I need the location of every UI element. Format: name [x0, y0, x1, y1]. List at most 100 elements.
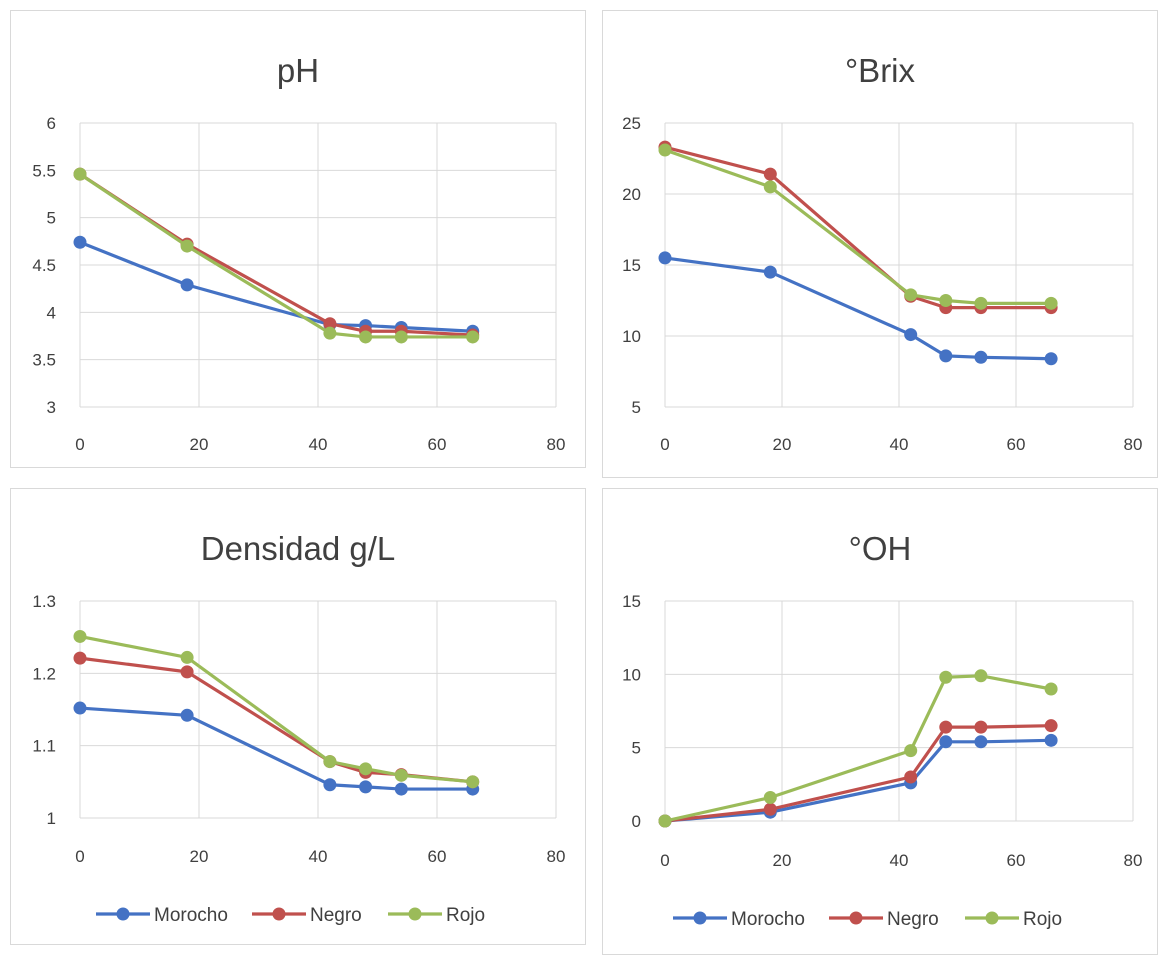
chart-title: Densidad g/L [201, 530, 395, 567]
data-point-negro [1044, 719, 1058, 733]
data-point-rojo [763, 791, 777, 805]
legend-marker-rojo [408, 907, 422, 921]
data-point-morocho [763, 265, 777, 279]
data-point-negro [763, 167, 777, 181]
y-tick-label: 20 [622, 185, 641, 204]
data-point-rojo [323, 326, 337, 340]
data-point-morocho [974, 350, 988, 364]
y-tick-label: 4 [47, 303, 56, 322]
data-point-negro [939, 720, 953, 734]
data-point-morocho [939, 349, 953, 363]
data-point-negro [904, 770, 918, 784]
data-point-rojo [1044, 682, 1058, 696]
data-point-rojo [658, 814, 672, 828]
legend-marker-rojo [985, 911, 999, 925]
chart-panel-frame [10, 488, 586, 945]
y-tick-label: 10 [622, 665, 641, 684]
legend-label-morocho: Morocho [154, 905, 228, 926]
x-tick-label: 60 [428, 435, 447, 454]
x-tick-label: 20 [773, 435, 792, 454]
x-tick-label: 40 [309, 435, 328, 454]
x-tick-label: 0 [75, 847, 84, 866]
chart-1: °Brix 5 10 15 20 25 0 20 40 60 80 [602, 10, 1158, 478]
x-tick-label: 40 [309, 847, 328, 866]
data-point-rojo [904, 288, 918, 302]
data-point-rojo [73, 629, 87, 643]
data-point-rojo [974, 296, 988, 310]
data-point-rojo [904, 744, 918, 758]
data-point-morocho [180, 278, 194, 292]
series-line-morocho [664, 738, 1052, 823]
series-line-morocho [79, 240, 473, 333]
chart-2: Densidad g/L 1 1.1 1.2 1.3 0 20 40 60 80 Morocho Ne… [10, 488, 586, 945]
y-tick-label: 25 [622, 114, 641, 133]
data-point-negro [323, 317, 337, 331]
x-tick-label: 60 [1007, 435, 1026, 454]
x-tick-label: 20 [773, 851, 792, 870]
chart-panel-frame [602, 10, 1158, 478]
legend-marker-negro [272, 907, 286, 921]
series-line-rojo [664, 674, 1052, 823]
y-tick-label: 15 [622, 256, 641, 275]
data-point-morocho [974, 735, 988, 749]
x-tick-label: 80 [1124, 851, 1143, 870]
legend-marker-negro [849, 911, 863, 925]
y-tick-label: 3.5 [32, 351, 56, 370]
data-point-morocho [323, 778, 337, 792]
y-tick-label: 4.5 [32, 256, 56, 275]
x-tick-label: 60 [1007, 851, 1026, 870]
y-tick-label: 15 [622, 592, 641, 611]
data-point-negro [73, 651, 87, 665]
series-line-rojo [79, 634, 473, 784]
data-point-rojo [466, 330, 480, 344]
data-point-rojo [359, 762, 373, 776]
x-tick-label: 20 [190, 847, 209, 866]
x-tick-label: 20 [190, 435, 209, 454]
chart-title: pH [277, 52, 319, 89]
data-point-rojo [73, 167, 87, 181]
y-tick-label: 5.5 [32, 161, 56, 180]
legend-label-rojo: Rojo [1023, 909, 1062, 930]
data-point-negro [180, 665, 194, 679]
data-point-negro [763, 802, 777, 816]
y-tick-label: 1.1 [32, 737, 56, 756]
legend-label-negro: Negro [887, 909, 939, 930]
legend-label-rojo: Rojo [446, 905, 485, 926]
data-point-morocho [73, 701, 87, 715]
series-line-rojo [79, 172, 473, 339]
x-tick-label: 80 [1124, 435, 1143, 454]
legend-label-negro: Negro [310, 905, 362, 926]
data-point-rojo [180, 650, 194, 664]
x-tick-label: 0 [75, 435, 84, 454]
chart-panel-frame [602, 488, 1158, 955]
y-tick-label: 5 [47, 209, 56, 228]
data-point-rojo [180, 239, 194, 253]
series-line-morocho [664, 256, 1052, 361]
x-tick-label: 40 [890, 435, 909, 454]
y-tick-label: 10 [622, 327, 641, 346]
legend-marker-morocho [693, 911, 707, 925]
legend-label-morocho: Morocho [731, 909, 805, 930]
chart-panel-frame [10, 10, 586, 468]
data-point-rojo [658, 143, 672, 157]
y-tick-label: 5 [632, 398, 641, 417]
data-point-rojo [394, 768, 408, 782]
data-point-rojo [939, 294, 953, 307]
chart-title: °OH [849, 530, 912, 567]
series-line-negro [664, 145, 1052, 310]
y-tick-label: 1.3 [32, 592, 56, 611]
data-point-rojo [394, 330, 408, 344]
data-point-morocho [394, 782, 408, 796]
x-tick-label: 60 [428, 847, 447, 866]
legend-marker-morocho [116, 907, 130, 921]
data-point-morocho [180, 708, 194, 722]
series-line-negro [664, 724, 1052, 823]
data-point-rojo [466, 775, 480, 789]
y-tick-label: 1.2 [32, 664, 56, 683]
data-point-rojo [939, 670, 953, 684]
data-point-morocho [1044, 733, 1058, 747]
chart-3: °OH 0 5 10 15 0 20 40 60 80 Morocho Negro Rojo [602, 488, 1158, 955]
data-point-negro [974, 720, 988, 734]
